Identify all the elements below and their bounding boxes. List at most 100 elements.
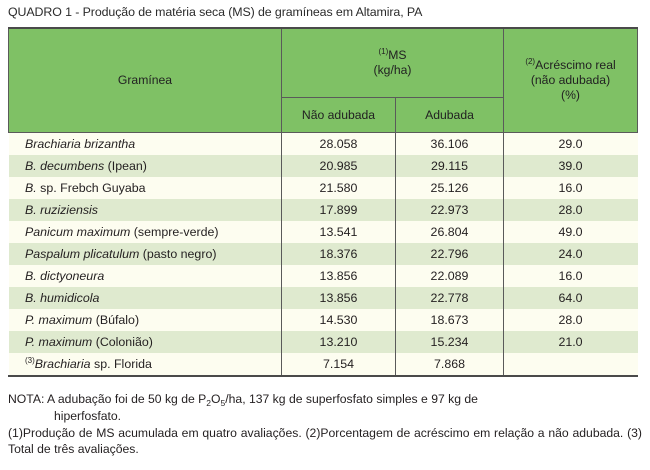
species-common-name: (Búfalo) bbox=[92, 312, 140, 327]
cell-acrescimo: 21.0 bbox=[503, 331, 638, 353]
table-row: B. sp. Frebch Guyaba 21.580 25.126 16.0 bbox=[8, 177, 638, 199]
header-acrescimo: (2)Acréscimo real (não adubada) (%) bbox=[503, 27, 638, 133]
table-row: B. decumbens (Ipean) 20.985 29.115 39.0 bbox=[8, 155, 638, 177]
header-row-sub: Não adubada Adubada bbox=[9, 97, 638, 133]
species-scientific-name: B. decumbens bbox=[25, 158, 105, 173]
table-row: B. dictyoneura 13.856 22.089 16.0 bbox=[8, 265, 638, 287]
species-common-name: (Ipean) bbox=[104, 158, 147, 173]
species-common-name: (Colonião) bbox=[92, 334, 153, 349]
table-notes: NOTA: A adubação foi de 50 kg de P2O5/ha… bbox=[8, 392, 642, 457]
cell-adubada: 22.973 bbox=[395, 199, 504, 221]
species-scientific-name: Brachiaria brizantha bbox=[25, 136, 136, 151]
cell-nao-adubada: 21.580 bbox=[281, 177, 396, 199]
cell-adubada: 22.796 bbox=[395, 243, 504, 265]
table-row: B. ruziziensis 17.899 22.973 28.0 bbox=[8, 199, 638, 221]
species-scientific-name: P. maximum bbox=[25, 312, 93, 327]
production-table: Gramínea (1)MS (kg/ha) (2)Acréscimo real… bbox=[8, 27, 638, 377]
species-common-name: (pasto negro) bbox=[139, 246, 217, 261]
header-row-top: Gramínea (1)MS (kg/ha) (2)Acréscimo real… bbox=[8, 27, 638, 133]
cell-species: B. sp. Frebch Guyaba bbox=[8, 177, 282, 199]
note-nota-line2: hiperfosfato. bbox=[54, 408, 122, 423]
species-scientific-name: P. maximum bbox=[25, 334, 93, 349]
note-footnotes: (1)Produção de MS acumulada em quatro av… bbox=[8, 426, 642, 456]
species-scientific-name: B. bbox=[25, 180, 37, 195]
table-row: Brachiaria brizantha 28.058 36.106 29.0 bbox=[8, 132, 638, 155]
cell-species: Panicum maximum (sempre-verde) bbox=[8, 221, 282, 243]
cell-acrescimo: 28.0 bbox=[503, 309, 638, 331]
cell-adubada: 15.234 bbox=[395, 331, 504, 353]
species-scientific-name: Brachiaria bbox=[34, 356, 91, 371]
cell-acrescimo: 29.0 bbox=[503, 132, 638, 155]
note-nota-part1: NOTA: A adubação foi de 50 kg de P bbox=[8, 392, 207, 406]
cell-species: B. humidicola bbox=[8, 287, 282, 309]
cell-nao-adubada: 7.154 bbox=[281, 353, 396, 376]
cell-adubada: 22.778 bbox=[395, 287, 504, 309]
table-row: Panicum maximum (sempre-verde) 13.541 26.8… bbox=[8, 221, 638, 243]
header-species: Gramínea bbox=[8, 27, 282, 133]
note-sub-2: 2 bbox=[206, 397, 212, 408]
cell-acrescimo bbox=[503, 353, 638, 376]
cell-acrescimo: 39.0 bbox=[503, 155, 638, 177]
table-caption: QUADRO 1 - Produção de matéria seca (MS)… bbox=[8, 5, 423, 19]
cell-nao-adubada: 13.856 bbox=[281, 287, 396, 309]
table-row: B. humidicola 13.856 22.778 64.0 bbox=[8, 287, 638, 309]
table-body: Brachiaria brizantha 28.058 36.106 29.0 B. d… bbox=[8, 132, 638, 376]
data-table-container: Gramínea (1)MS (kg/ha) (2)Acréscimo real… bbox=[8, 27, 638, 377]
header-nao-adubada: Não adubada bbox=[281, 97, 396, 133]
cell-nao-adubada: 13.541 bbox=[281, 221, 396, 243]
cell-species: (3)Brachiaria sp. Florida bbox=[8, 353, 282, 376]
cell-adubada: 18.673 bbox=[395, 309, 504, 331]
species-scientific-name: Paspalum plicatulum bbox=[25, 246, 140, 261]
header-acrescimo-superscript: (2) bbox=[525, 56, 536, 66]
cell-nao-adubada: 13.210 bbox=[281, 331, 396, 353]
header-acrescimo-line1: Acréscimo real bbox=[535, 58, 616, 72]
cell-species: P. maximum (Búfalo) bbox=[8, 309, 282, 331]
species-superscript: (3) bbox=[25, 355, 35, 365]
species-common-name: sp. Frebch Guyaba bbox=[36, 180, 146, 195]
table-header: Gramínea (1)MS (kg/ha) (2)Acréscimo real… bbox=[8, 27, 638, 133]
cell-species: B. dictyoneura bbox=[8, 265, 282, 287]
header-ms-line1: MS bbox=[388, 48, 407, 62]
cell-acrescimo: 16.0 bbox=[503, 177, 638, 199]
species-scientific-name: Panicum maximum bbox=[25, 224, 131, 239]
table-row: P. maximum (Búfalo) 14.530 18.673 28.0 bbox=[8, 309, 638, 331]
species-common-name: sp. Florida bbox=[90, 356, 152, 371]
cell-adubada: 25.126 bbox=[395, 177, 504, 199]
header-acrescimo-line2: (não adubada) bbox=[530, 73, 611, 87]
cell-nao-adubada: 28.058 bbox=[281, 132, 396, 155]
cell-nao-adubada: 20.985 bbox=[281, 155, 396, 177]
table-row: Paspalum plicatulum (pasto negro) 18.376 2… bbox=[8, 243, 638, 265]
table-row: (3)Brachiaria sp. Florida 7.154 7.868 bbox=[8, 353, 638, 376]
cell-nao-adubada: 17.899 bbox=[281, 199, 396, 221]
cell-adubada: 29.115 bbox=[395, 155, 504, 177]
cell-species: Brachiaria brizantha bbox=[8, 132, 282, 155]
cell-species: B. decumbens (Ipean) bbox=[8, 155, 282, 177]
cell-acrescimo: 16.0 bbox=[503, 265, 638, 287]
species-scientific-name: B. dictyoneura bbox=[25, 268, 105, 283]
cell-adubada: 26.804 bbox=[395, 221, 504, 243]
species-scientific-name: B. ruziziensis bbox=[25, 202, 98, 217]
cell-species: B. ruziziensis bbox=[8, 199, 282, 221]
header-ms-superscript: (1) bbox=[378, 46, 389, 56]
header-ms-line2: (kg/ha) bbox=[373, 63, 412, 77]
cell-adubada: 7.868 bbox=[395, 353, 504, 376]
table-row: P. maximum (Colonião) 13.210 15.234 21.0 bbox=[8, 331, 638, 353]
species-common-name: (sempre-verde) bbox=[130, 224, 219, 239]
cell-adubada: 22.089 bbox=[395, 265, 504, 287]
cell-species: Paspalum plicatulum (pasto negro) bbox=[8, 243, 282, 265]
cell-acrescimo: 24.0 bbox=[503, 243, 638, 265]
cell-nao-adubada: 18.376 bbox=[281, 243, 396, 265]
note-sub-5: 5 bbox=[220, 397, 226, 408]
cell-acrescimo: 64.0 bbox=[503, 287, 638, 309]
cell-nao-adubada: 14.530 bbox=[281, 309, 396, 331]
cell-species: P. maximum (Colonião) bbox=[8, 331, 282, 353]
header-acrescimo-line3: (%) bbox=[561, 88, 580, 102]
header-adubada: Adubada bbox=[395, 97, 504, 133]
note-nota-line1: NOTA: A adubação foi de 50 kg de P2O5/ha… bbox=[8, 392, 642, 409]
note-nota-part2: O bbox=[211, 392, 221, 406]
species-scientific-name: B. humidicola bbox=[25, 290, 100, 305]
cell-acrescimo: 28.0 bbox=[503, 199, 638, 221]
header-ms-group: (1)MS (kg/ha) bbox=[281, 27, 504, 98]
cell-acrescimo: 49.0 bbox=[503, 221, 638, 243]
